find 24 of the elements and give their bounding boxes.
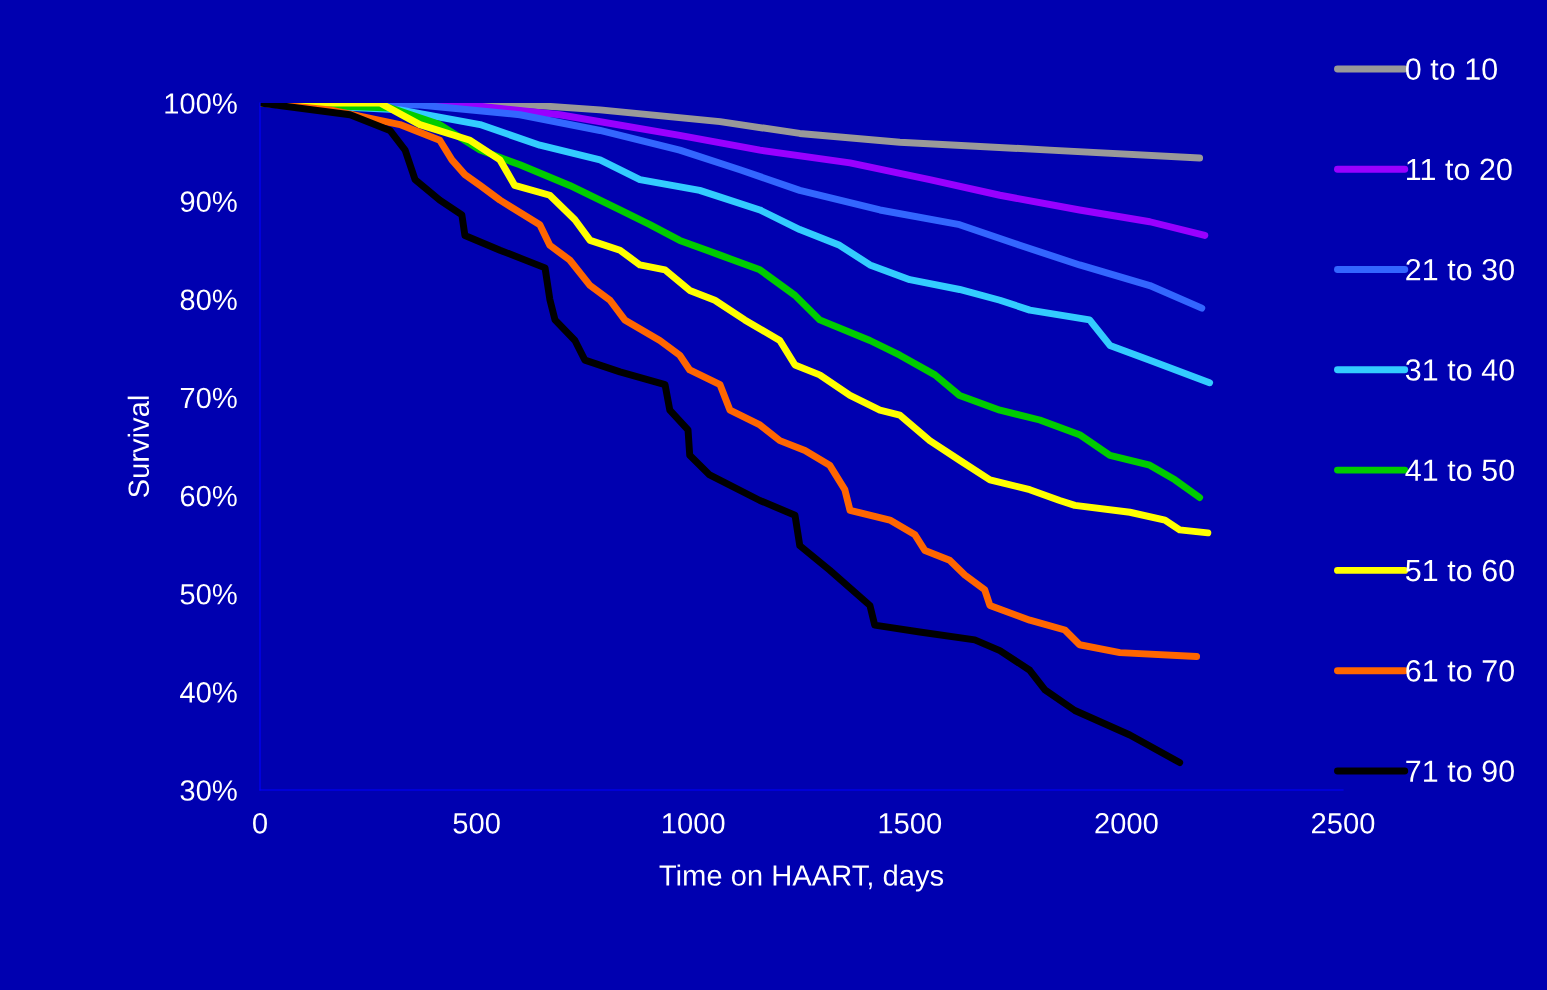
legend-label: 51 to 60 bbox=[1405, 559, 1514, 582]
legend-label: 41 to 50 bbox=[1405, 459, 1514, 482]
x-tick-label: 2000 bbox=[1095, 812, 1158, 834]
legend-label: 31 to 40 bbox=[1405, 359, 1514, 381]
y-tick-label: 80% bbox=[180, 289, 237, 311]
legend-label: 21 to 30 bbox=[1406, 258, 1514, 281]
x-tick-label: 1500 bbox=[879, 812, 942, 834]
y-tick-label: 30% bbox=[180, 780, 237, 801]
y-axis-title: Survival bbox=[127, 396, 150, 498]
legend-label: 61 to 70 bbox=[1406, 660, 1514, 682]
y-tick-label: 70% bbox=[180, 387, 237, 409]
x-axis-title: Time on HAART, days bbox=[659, 864, 944, 892]
legend-label: 0 to 10 bbox=[1405, 58, 1497, 80]
x-tick-label: 500 bbox=[453, 812, 500, 834]
legend-label: 71 to 90 bbox=[1406, 760, 1514, 782]
x-tick-label: 0 bbox=[253, 812, 267, 834]
y-tick-label: 50% bbox=[180, 583, 237, 605]
legend-label: 11 to 20 bbox=[1407, 158, 1512, 181]
y-tick-label: 60% bbox=[180, 485, 237, 507]
x-tick-label: 1000 bbox=[662, 812, 725, 834]
y-tick-label: 90% bbox=[180, 191, 237, 212]
x-tick-label: 2500 bbox=[1312, 812, 1375, 834]
y-tick-label: 100% bbox=[165, 93, 237, 114]
y-tick-label: 40% bbox=[180, 682, 237, 703]
